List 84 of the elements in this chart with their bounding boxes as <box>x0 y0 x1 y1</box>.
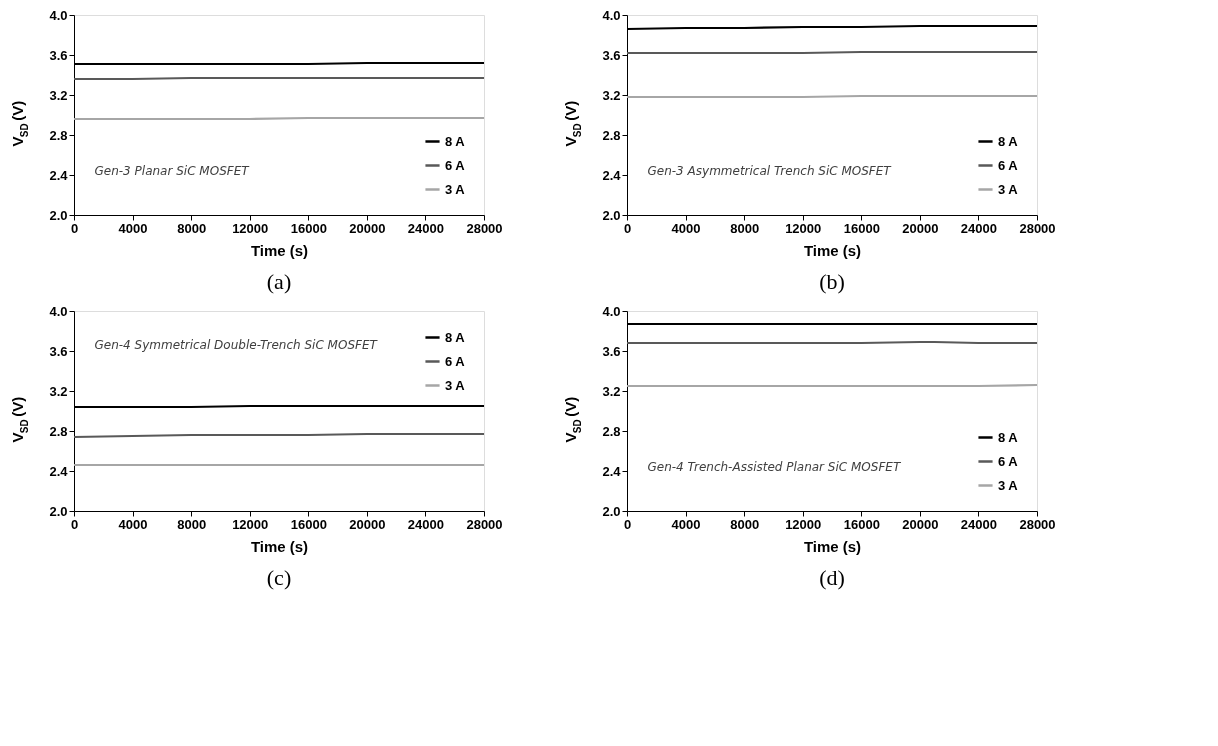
text: (c) <box>266 565 292 590</box>
y-tick-label: 3.2 <box>49 87 68 103</box>
y-axis-title: VSD (V) <box>562 396 583 443</box>
x-tick-label: 20000 <box>902 516 939 532</box>
x-tick-label: 4000 <box>671 516 701 532</box>
y-tick-label: 2.0 <box>602 503 621 519</box>
legend-label: 8 A <box>445 329 466 345</box>
legend-label: 3 A <box>445 377 466 393</box>
x-tick-label: 0 <box>70 220 79 236</box>
x-tick-label: 12000 <box>785 516 822 532</box>
y-tick-label: 3.6 <box>602 47 621 63</box>
x-tick-label: 8000 <box>730 516 760 532</box>
y-tick-label: 2.8 <box>602 127 621 143</box>
x-tick-label: 28000 <box>1019 516 1056 532</box>
legend-label: 8 A <box>445 133 466 149</box>
text: (d) <box>819 565 845 590</box>
x-tick-label: 8000 <box>177 220 207 236</box>
legend-label: 8 A <box>998 133 1019 149</box>
annotation: Gen-4 Trench-Assisted Planar SiC MOSFET <box>647 460 902 474</box>
x-tick-label: 16000 <box>290 220 327 236</box>
x-tick-label: 12000 <box>785 220 822 236</box>
y-tick-label: 2.8 <box>602 423 621 439</box>
x-tick-label: 12000 <box>232 220 269 236</box>
x-tick-label: 0 <box>623 220 632 236</box>
y-tick-label: 3.2 <box>602 87 621 103</box>
y-tick-label: 3.6 <box>602 343 621 359</box>
x-tick-label: 28000 <box>466 516 503 532</box>
legend-label: 6 A <box>445 157 466 173</box>
y-tick-label: 4.0 <box>602 7 621 23</box>
y-tick-label: 2.0 <box>49 207 68 223</box>
x-tick-label: 24000 <box>407 220 445 236</box>
legend-label: 3 A <box>998 181 1019 197</box>
y-tick-label: 3.2 <box>49 383 68 399</box>
y-axis-title: VSD (V) <box>562 100 583 147</box>
x-tick-label: 16000 <box>290 516 327 532</box>
y-tick-label: 2.4 <box>49 167 69 183</box>
x-tick-label: 0 <box>623 516 632 532</box>
x-tick-label: 4000 <box>118 220 148 236</box>
x-tick-label: 0 <box>70 516 79 532</box>
annotation: Gen-3 Asymmetrical Trench SiC MOSFET <box>647 164 893 178</box>
x-tick-label: 28000 <box>466 220 503 236</box>
text: (b) <box>819 269 845 294</box>
x-tick-label: 8000 <box>177 516 207 532</box>
y-tick-label: 4.0 <box>602 303 621 319</box>
y-tick-label: 4.0 <box>49 303 68 319</box>
x-tick-label: 20000 <box>902 220 939 236</box>
legend-label: 6 A <box>445 353 466 369</box>
x-tick-label: 16000 <box>843 220 880 236</box>
y-tick-label: 3.6 <box>49 343 68 359</box>
x-tick-label: 4000 <box>671 220 701 236</box>
x-tick-label: 16000 <box>843 516 880 532</box>
y-tick-label: 2.4 <box>602 167 622 183</box>
x-tick-label: 20000 <box>349 220 386 236</box>
legend-label: 8 A <box>998 429 1019 445</box>
legend-label: 6 A <box>998 453 1019 469</box>
x-axis-title: Time (s) <box>803 537 862 555</box>
annotation: Gen-4 Symmetrical Double-Trench SiC MOSFET <box>94 338 379 352</box>
legend-label: 3 A <box>445 181 466 197</box>
x-tick-label: 24000 <box>407 516 445 532</box>
legend-label: 6 A <box>998 157 1019 173</box>
x-tick-label: 12000 <box>232 516 269 532</box>
y-tick-label: 4.0 <box>49 7 68 23</box>
text: (a) <box>266 269 292 294</box>
x-axis-title: Time (s) <box>250 537 309 555</box>
y-tick-label: 3.2 <box>602 383 621 399</box>
y-tick-label: 2.8 <box>49 127 68 143</box>
y-tick-label: 2.0 <box>49 503 68 519</box>
legend-label: 3 A <box>998 477 1019 493</box>
x-axis-title: Time (s) <box>250 241 309 259</box>
y-tick-label: 3.6 <box>49 47 68 63</box>
x-tick-label: 4000 <box>118 516 148 532</box>
x-tick-label: 24000 <box>960 220 998 236</box>
y-tick-label: 2.8 <box>49 423 68 439</box>
y-axis-title: VSD (V) <box>9 396 30 443</box>
x-axis-title: Time (s) <box>803 241 862 259</box>
y-axis-title: VSD (V) <box>9 100 30 147</box>
x-tick-label: 8000 <box>730 220 760 236</box>
annotation: Gen-3 Planar SiC MOSFET <box>94 164 251 178</box>
y-tick-label: 2.0 <box>602 207 621 223</box>
y-tick-label: 2.4 <box>602 463 622 479</box>
x-tick-label: 24000 <box>960 516 998 532</box>
x-tick-label: 28000 <box>1019 220 1056 236</box>
y-tick-label: 2.4 <box>49 463 69 479</box>
x-tick-label: 20000 <box>349 516 386 532</box>
